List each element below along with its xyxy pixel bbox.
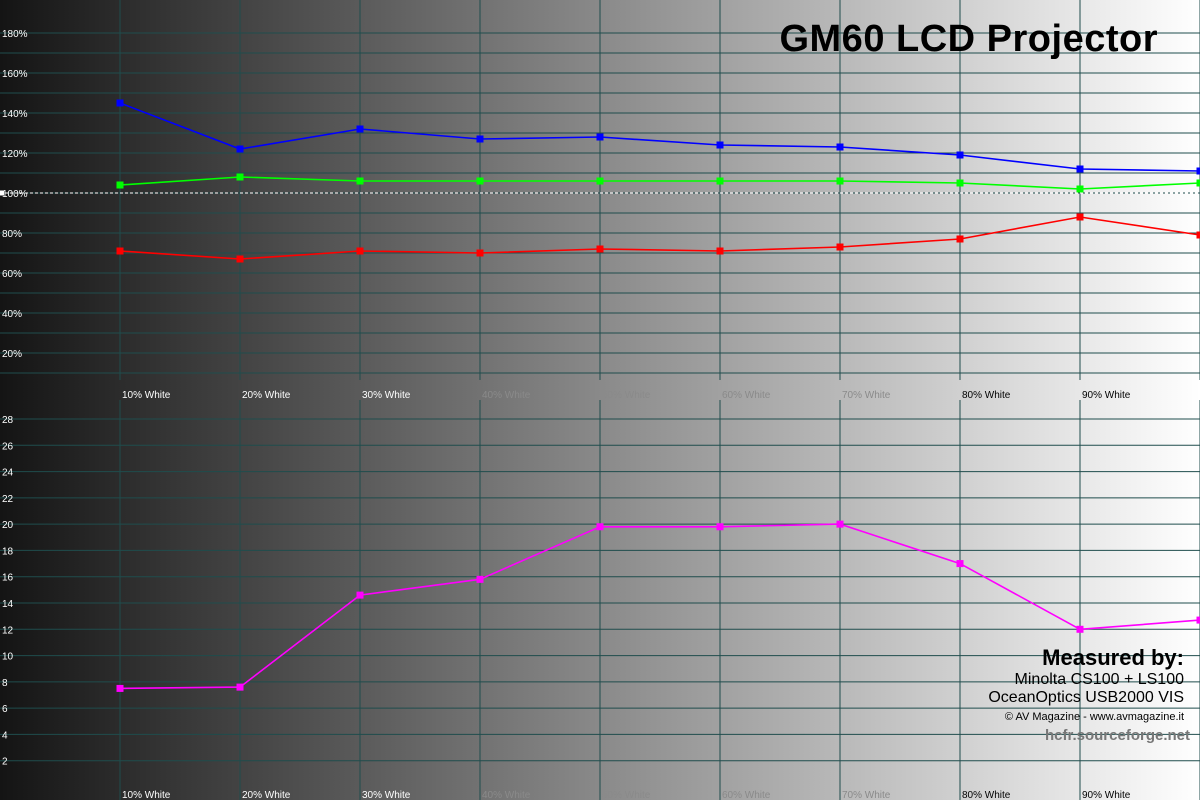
y-tick-label: 40%	[2, 309, 22, 320]
series-line-magenta	[119, 523, 1200, 690]
x-category-label: 90% White	[1082, 390, 1131, 401]
x-category-label: 30% White	[362, 790, 411, 800]
data-point-green	[716, 177, 724, 185]
data-point-magenta	[1196, 616, 1200, 624]
y-tick-label: 26	[2, 441, 14, 452]
data-point-red	[1076, 213, 1084, 221]
data-point-magenta	[476, 575, 484, 583]
x-category-label: 90% White	[1082, 790, 1131, 800]
data-point-green	[836, 177, 844, 185]
series-line-red	[119, 216, 1200, 260]
data-point-blue	[836, 143, 844, 151]
y-tick-label: 14	[2, 599, 14, 610]
data-point-red	[116, 247, 124, 255]
x-category-label: 40% White	[482, 790, 531, 800]
y-tick-label: 20	[2, 520, 14, 531]
x-category-label: 30% White	[362, 390, 411, 401]
y-tick-label: 100%	[2, 189, 28, 200]
data-point-blue	[356, 125, 364, 133]
data-point-red	[836, 243, 844, 251]
data-point-magenta	[596, 523, 604, 531]
x-category-label: 10% White	[122, 390, 171, 401]
measured-by-heading: Measured by:	[1042, 645, 1184, 670]
y-tick-label: 180%	[2, 29, 28, 40]
data-point-blue	[1196, 167, 1200, 175]
data-point-blue	[236, 145, 244, 153]
data-point-green	[116, 181, 124, 189]
data-point-green	[1076, 185, 1084, 193]
data-point-green	[356, 177, 364, 185]
x-category-label: 80% White	[962, 390, 1011, 401]
data-point-blue	[1076, 165, 1084, 173]
reference-marker	[0, 190, 4, 196]
data-point-red	[236, 255, 244, 263]
x-category-label: 80% White	[962, 790, 1011, 800]
y-tick-label: 6	[2, 704, 8, 715]
y-tick-label: 60%	[2, 269, 22, 280]
series-line-green	[119, 176, 1200, 190]
x-category-label: 10% White	[122, 790, 171, 800]
x-category-label: 40% White	[482, 390, 531, 401]
x-category-label: 60% White	[722, 390, 771, 401]
data-point-magenta	[356, 591, 364, 599]
data-point-red	[956, 235, 964, 243]
data-point-magenta	[116, 684, 124, 692]
copyright-note: © AV Magazine - www.avmagazine.it	[1004, 711, 1184, 723]
data-point-red	[716, 247, 724, 255]
y-tick-label: 140%	[2, 109, 28, 120]
data-point-red	[596, 245, 604, 253]
data-point-green	[236, 173, 244, 181]
y-tick-label: 120%	[2, 149, 28, 160]
y-tick-label: 24	[2, 468, 14, 479]
data-point-magenta	[956, 560, 964, 568]
series-line-blue	[119, 102, 1200, 172]
data-point-magenta	[836, 520, 844, 528]
data-point-blue	[116, 99, 124, 107]
measured-by-instrument-2: OceanOptics USB2000 VIS	[988, 689, 1184, 706]
y-tick-label: 20%	[2, 349, 22, 360]
data-point-blue	[476, 135, 484, 143]
y-tick-label: 10	[2, 652, 14, 663]
data-point-magenta	[1076, 625, 1084, 633]
x-category-label: 20% White	[242, 390, 291, 401]
data-point-green	[1196, 179, 1200, 187]
y-tick-label: 28	[2, 415, 14, 426]
x-category-label: 60% White	[722, 790, 771, 800]
measured-by-instrument-1: Minolta CS100 + LS100	[1014, 671, 1184, 688]
data-point-red	[476, 249, 484, 257]
data-point-red	[356, 247, 364, 255]
data-point-red	[1196, 231, 1200, 239]
x-category-label: 70% White	[842, 390, 891, 401]
data-point-blue	[956, 151, 964, 159]
x-category-label: 50% White	[602, 390, 651, 401]
y-tick-label: 8	[2, 678, 8, 689]
y-tick-label: 80%	[2, 229, 22, 240]
data-point-green	[476, 177, 484, 185]
y-tick-label: 16	[2, 573, 14, 584]
data-point-magenta	[236, 683, 244, 691]
data-point-green	[596, 177, 604, 185]
data-point-green	[956, 179, 964, 187]
y-tick-label: 18	[2, 546, 14, 557]
hcfr-credit: hcfr.sourceforge.net	[1044, 727, 1190, 744]
y-tick-label: 2	[2, 757, 8, 768]
y-tick-label: 12	[2, 625, 14, 636]
x-category-label: 50% White	[602, 790, 651, 800]
y-tick-label: 160%	[2, 69, 28, 80]
data-point-magenta	[716, 523, 724, 531]
x-category-label: 20% White	[242, 790, 291, 800]
x-category-label: 70% White	[842, 790, 891, 800]
y-tick-label: 4	[2, 730, 8, 741]
data-point-blue	[596, 133, 604, 141]
y-tick-label: 22	[2, 494, 14, 505]
chart-title: GM60 LCD Projector	[779, 18, 1158, 60]
data-point-blue	[716, 141, 724, 149]
